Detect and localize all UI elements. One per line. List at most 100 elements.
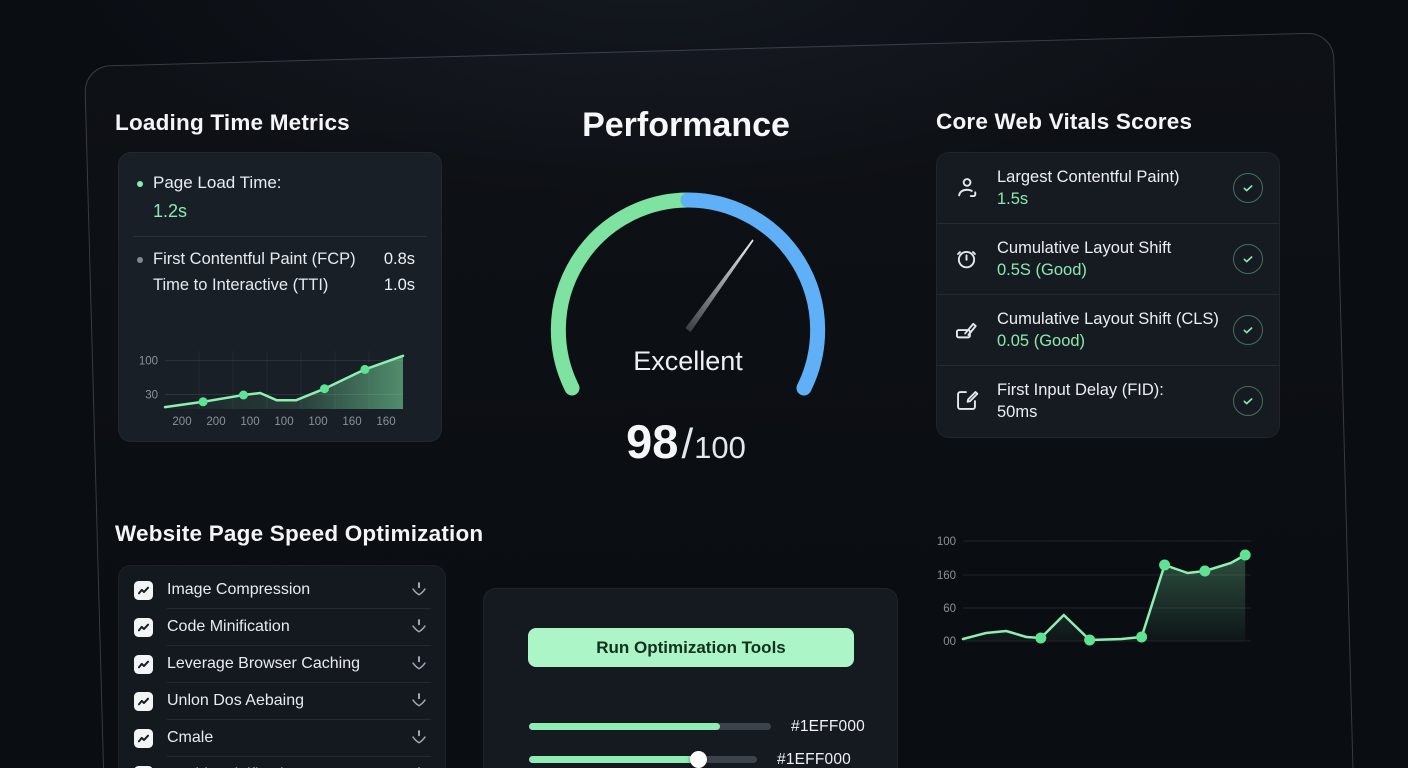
loading-time-chart: 100 30 200 200 100 100 100 160 160 [139,351,405,428]
optimization-item-label: Leverage Browser Caching [167,655,360,672]
tti-label: Time to Interactive (TTI) [153,276,329,294]
divider [167,682,431,683]
download-icon[interactable] [408,616,430,638]
optimization-heading: Website Page Speed Optimization [115,521,484,546]
performance-gauge [550,192,826,396]
performance-score: 98 / 100 [420,414,952,469]
optimization-item-label: Code Minification [167,618,290,635]
data-point [239,390,248,400]
vital-value: 1.5s [997,190,1029,208]
check-circle-icon [1233,315,1263,345]
vital-value: 50ms [997,403,1038,421]
download-icon[interactable] [408,579,430,601]
optimization-item[interactable]: Code Minification [119,609,445,645]
page-load-value: 1.2s [153,201,188,221]
vital-row: Cumulative Layout Shift 0.5S (Good) [937,223,1279,294]
score-divider: / [681,420,694,467]
checkbox-icon[interactable] [134,691,153,711]
loading-metrics-heading: Loading Time Metrics [115,110,350,135]
vital-value: 0.5S (Good) [997,261,1087,279]
color-slider[interactable] [529,723,771,730]
checkbox-icon[interactable] [134,728,153,748]
download-icon[interactable] [408,764,430,768]
check-circle-icon [1233,386,1263,416]
checkbox-icon[interactable] [134,617,153,637]
data-point [320,384,329,394]
vital-row: First Input Delay (FID): 50ms [937,365,1279,436]
checkbox-icon[interactable] [134,765,153,768]
page-load-row: Page Load Time: 1.2s [119,153,441,234]
data-point [1136,631,1148,643]
data-point [198,397,208,407]
color-slider[interactable] [529,751,757,768]
vital-label: Cumulative Layout Shift (CLS) [997,309,1219,328]
optimization-item[interactable]: Cmale [119,720,445,756]
fcp-row: First Contentful Paint (FCP) 0.8s [119,243,441,269]
slider-row: #1EFF000 [529,710,889,743]
bullet-dot-icon [137,257,143,263]
y-tick-label: 60 [943,603,956,615]
performance-rating: Excellent [633,346,743,376]
slider-hex-label: #1EFF000 [777,750,851,768]
performance-heading: Performance [582,106,790,144]
download-icon[interactable] [408,727,430,749]
chart-area [963,555,1246,641]
slider-hex-label: #1EFF000 [791,717,865,735]
optimization-item-label: Unlon Dos Aebaing [167,692,304,709]
vital-row: Cumulative Layout Shift (CLS) 0.05 (Good… [937,294,1279,365]
checkbox-icon[interactable] [134,580,153,600]
optimization-item[interactable]: Image Compression [119,572,445,608]
divider [167,719,431,720]
x-tick-label: 200 [206,416,225,428]
x-tick-label: 100 [240,416,259,428]
data-point [1159,559,1171,571]
optimization-item[interactable]: Leverage Browser Caching [119,646,445,682]
color-sliders: #1EFF000 #1EFF000 [529,710,889,768]
gauge-needle [685,239,754,332]
check-circle-icon [1233,173,1263,203]
download-icon[interactable] [408,690,430,712]
optimization-item[interactable]: Enable Minification [119,757,445,768]
y-tick-label: 100 [139,356,158,368]
divider [133,236,427,237]
tti-value: 1.0s [383,276,415,294]
slider-thumb[interactable] [690,751,707,768]
optimization-item[interactable]: Unlon Dos Aebaing [119,683,445,719]
core-vitals-chart: 100 160 60 00 [937,536,1251,648]
bullet-dot-icon [137,181,143,187]
download-icon[interactable] [408,653,430,675]
fcp-label: First Contentful Paint (FCP) [153,250,356,268]
page-load-label: Page Load Time: [153,173,282,192]
y-tick-label: 100 [937,536,956,548]
core-web-vitals-heading: Core Web Vitals Scores [936,109,1193,134]
divider [167,645,431,646]
fcp-value: 0.8s [383,250,415,268]
optimization-item-label: Enable Minification [167,766,408,768]
chart-line [163,354,405,409]
chart-area [165,355,403,409]
timer-icon [957,251,976,269]
optimization-item-label: Image Compression [167,581,311,598]
tti-row: Time to Interactive (TTI) 1.0s [119,269,441,295]
edit-tray-icon [955,322,977,339]
x-tick-label: 160 [376,416,395,428]
divider [167,608,431,609]
edit-square-icon [957,391,979,410]
check-circle-icon [1233,244,1263,274]
vital-value: 0.05 (Good) [997,332,1086,350]
core-web-vitals-card: Largest Contentful Paint) 1.5s [936,152,1280,438]
data-point [1084,634,1096,646]
data-point [1199,565,1211,577]
vital-row: Largest Contentful Paint) 1.5s [937,153,1279,223]
run-optimization-button[interactable]: Run Optimization Tools [528,628,854,667]
divider [167,756,431,757]
checkbox-icon[interactable] [134,654,153,674]
x-tick-label: 100 [308,416,327,428]
tools-card: Run Optimization Tools #1EFF000 #1EFF000 [483,588,898,768]
data-point [1035,632,1047,644]
score-max: 100 [694,430,746,465]
y-tick-label: 30 [145,390,158,402]
loading-metrics-card: Page Load Time: 1.2s First Contentful Pa… [118,152,442,442]
x-tick-label: 200 [172,416,191,428]
